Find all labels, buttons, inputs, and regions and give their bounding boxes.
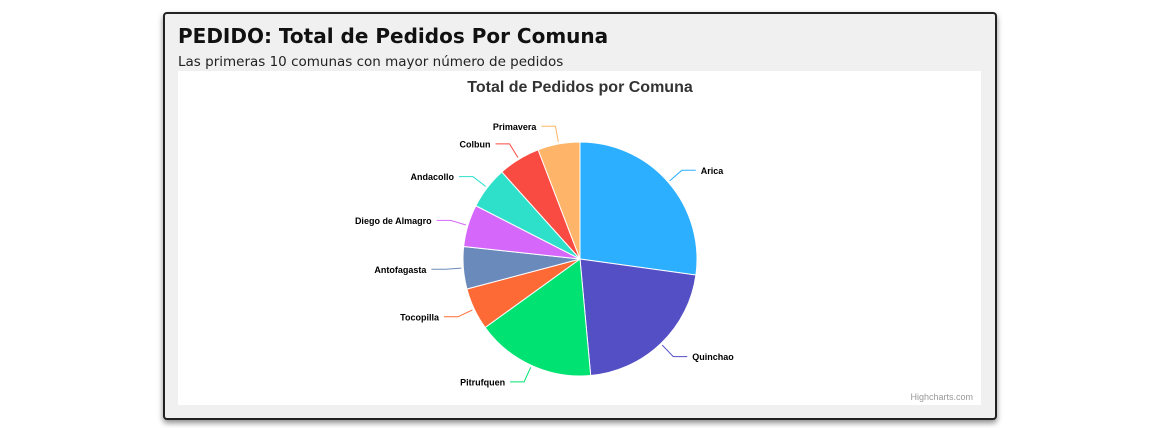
data-label-primavera: Primavera [493,122,538,132]
pie-slice-pitrufquen[interactable] [484,258,592,377]
pie-slice-quinchao[interactable] [579,258,697,377]
card-subtitle: Las primeras 10 comunas con mayor número… [178,54,564,70]
pie-slice-primavera[interactable] [537,141,581,260]
connector-primavera [541,125,559,143]
chart-card: PEDIDO: Total de Pedidos Por Comuna Las … [163,12,997,420]
card-title: PEDIDO: Total de Pedidos Por Comuna [178,24,609,48]
data-label-colbun: Colbun [460,139,491,149]
connector-colbun [495,143,519,158]
credits-link[interactable]: Highcharts.com [910,392,973,402]
chart-area: Total de Pedidos por Comuna Arica Quincha… [178,71,981,405]
chart-title: Total de Pedidos por Comuna [467,79,693,96]
data-label-antofagasta: Antofagasta [374,265,427,275]
pie-chart: Total de Pedidos por Comuna Arica Quincha… [355,79,973,402]
pie-slice-arica[interactable] [579,141,698,276]
connector-arica [669,169,696,182]
data-label-andacollo: Andacollo [410,172,454,182]
data-label-diego-de-almagro: Diego de Almagro [355,216,432,226]
connector-quinchao [661,344,688,358]
data-label-arica: Arica [701,166,725,176]
data-label-tocopilla: Tocopilla [400,312,440,322]
pie-labels: Arica Quinchao Pitrufquen Tocopilla Antofaga… [355,122,734,388]
connector-tocopilla [443,309,473,318]
connector-andacollo [459,176,486,187]
connector-pitrufquen [510,367,532,383]
data-label-quinchao: Quinchao [692,352,734,362]
data-label-pitrufquen: Pitrufquen [460,377,505,387]
pie-slices [462,141,698,377]
connector-antofagasta [431,267,462,270]
connector-diego-de-almagro [436,219,467,226]
